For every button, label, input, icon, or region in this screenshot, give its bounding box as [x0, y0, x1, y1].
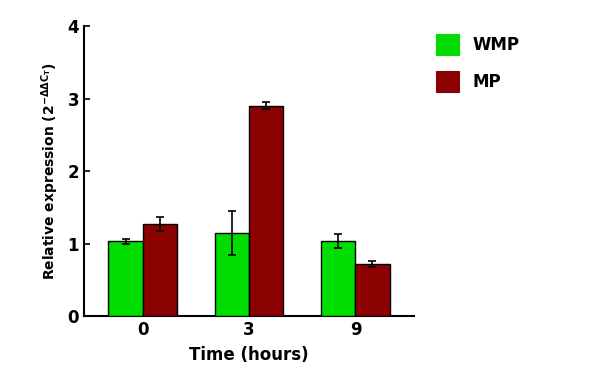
Bar [143, 224, 176, 316]
Bar [322, 241, 355, 316]
Bar [355, 264, 389, 316]
Legend: WMP, MP: WMP, MP [436, 34, 519, 92]
Bar [215, 233, 249, 316]
X-axis label: Time (hours): Time (hours) [189, 346, 309, 364]
Bar [109, 241, 143, 316]
Y-axis label: Relative expression ($\mathbf{2^{-\Delta\Delta C_T}}$): Relative expression ($\mathbf{2^{-\Delta… [39, 62, 61, 280]
Bar [249, 106, 283, 316]
